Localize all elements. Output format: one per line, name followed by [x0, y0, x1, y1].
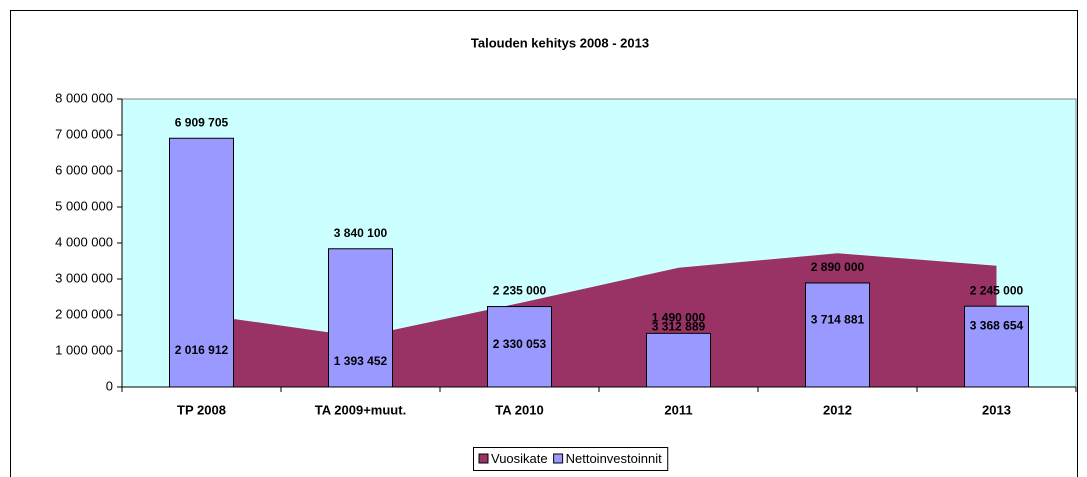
legend-swatch [553, 453, 564, 464]
data-label: 6 909 705 [175, 115, 229, 129]
y-tick-label: 4 000 000 [55, 234, 113, 249]
x-tick-label: TA 2009+muut. [315, 402, 406, 417]
bar [964, 305, 1029, 388]
y-tick-label: 6 000 000 [55, 162, 113, 177]
bar [328, 248, 393, 388]
data-label: 2 245 000 [970, 283, 1024, 297]
data-label: 3 840 100 [334, 226, 388, 240]
legend-swatch [478, 453, 489, 464]
chart-title: Talouden kehitys 2008 - 2013 [471, 35, 649, 50]
bar [487, 306, 552, 388]
x-tick-label: 2013 [982, 402, 1011, 417]
data-label: 3 368 654 [970, 319, 1024, 333]
data-label: 2 330 053 [493, 337, 547, 351]
y-tick-label: 8 000 000 [55, 90, 113, 105]
bar [646, 332, 711, 388]
y-tick-label: 0 [106, 378, 113, 393]
data-label: 2 016 912 [175, 343, 229, 357]
x-tick-label: 2012 [823, 402, 852, 417]
y-tick-label: 1 000 000 [55, 342, 113, 357]
data-label: 2 890 000 [811, 260, 865, 274]
y-tick-label: 2 000 000 [55, 306, 113, 321]
data-label: 1 490 000 [652, 311, 706, 325]
data-label: 3 312 889 [652, 320, 706, 334]
y-tick-label: 3 000 000 [55, 270, 113, 285]
y-tick-label: 5 000 000 [55, 198, 113, 213]
bar [805, 282, 870, 388]
data-label: 3 714 881 [811, 312, 865, 326]
legend-label: Nettoinvestoinnit [566, 451, 662, 466]
legend [473, 447, 669, 471]
x-tick-label: 2011 [664, 402, 692, 417]
x-tick-label: TA 2010 [495, 402, 543, 417]
data-label: 2 235 000 [493, 284, 547, 298]
area [201, 253, 997, 387]
data-label: 1 393 452 [334, 354, 388, 368]
bar [169, 137, 234, 388]
y-tick-label: 7 000 000 [55, 126, 113, 141]
legend-label: Vuosikate [491, 451, 548, 466]
x-tick-label: TP 2008 [177, 402, 226, 417]
